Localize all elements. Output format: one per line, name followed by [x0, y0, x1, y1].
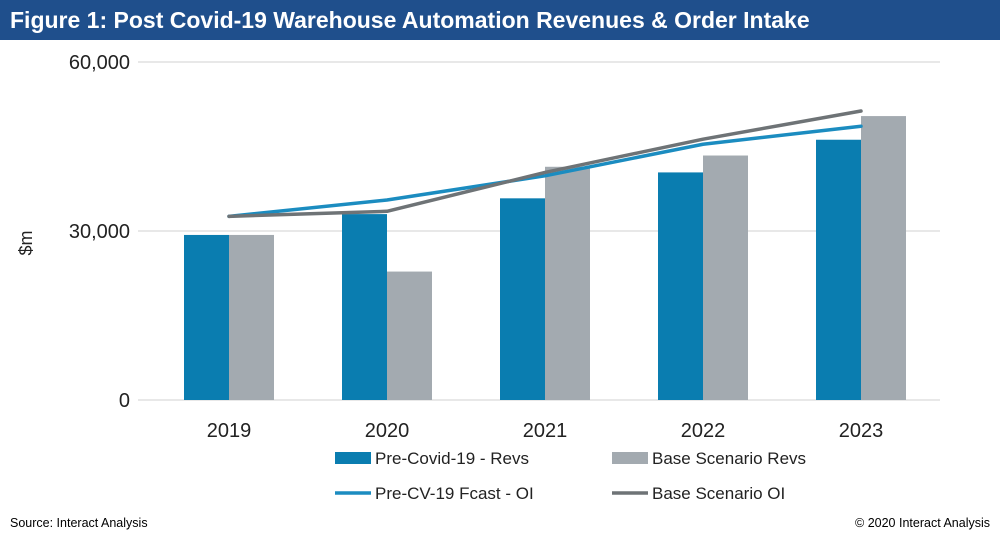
bar-base-scenario-revs [387, 271, 432, 400]
bar-base-scenario-revs [861, 116, 906, 400]
x-tick-label: 2019 [207, 420, 252, 442]
bar-pre-covid-revs [500, 198, 545, 400]
legend-label-base-scenario-revs: Base Scenario Revs [652, 449, 806, 468]
legend-swatch-pre-covid-revs [335, 452, 371, 464]
line-pre-cv19-fcast-oi [227, 124, 863, 219]
x-tick-label: 2023 [839, 420, 884, 442]
chart-title: Figure 1: Post Covid-19 Warehouse Automa… [10, 7, 810, 33]
y-tick-label: 60,000 [69, 52, 130, 74]
legend-swatch-base-scenario-revs [612, 452, 648, 464]
bar-base-scenario-revs [703, 155, 748, 400]
legend-label-base-scenario-oi: Base Scenario OI [652, 484, 785, 503]
legend-label-pre-cv19-fcast-oi: Pre-CV-19 Fcast - OI [375, 484, 534, 503]
legend-label-pre-covid-revs: Pre-Covid-19 - Revs [375, 449, 529, 468]
y-axis-label: $m [16, 230, 36, 255]
bar-pre-covid-revs [658, 172, 703, 400]
copyright-note: © 2020 Interact Analysis [855, 516, 990, 530]
y-tick-label: 30,000 [69, 221, 130, 243]
bar-base-scenario-revs [545, 166, 590, 400]
x-tick-label: 2022 [681, 420, 726, 442]
title-bar: Figure 1: Post Covid-19 Warehouse Automa… [0, 0, 1000, 40]
bar-base-scenario-revs [229, 234, 274, 400]
bar-pre-covid-revs [342, 214, 387, 400]
bar-pre-covid-revs [184, 234, 229, 400]
y-tick-label: 0 [119, 390, 130, 412]
x-tick-label: 2021 [523, 420, 568, 442]
x-tick-label: 2020 [365, 420, 410, 442]
line-base-scenario-oi [227, 109, 863, 219]
source-note: Source: Interact Analysis [10, 516, 148, 530]
bar-pre-covid-revs [816, 139, 861, 401]
